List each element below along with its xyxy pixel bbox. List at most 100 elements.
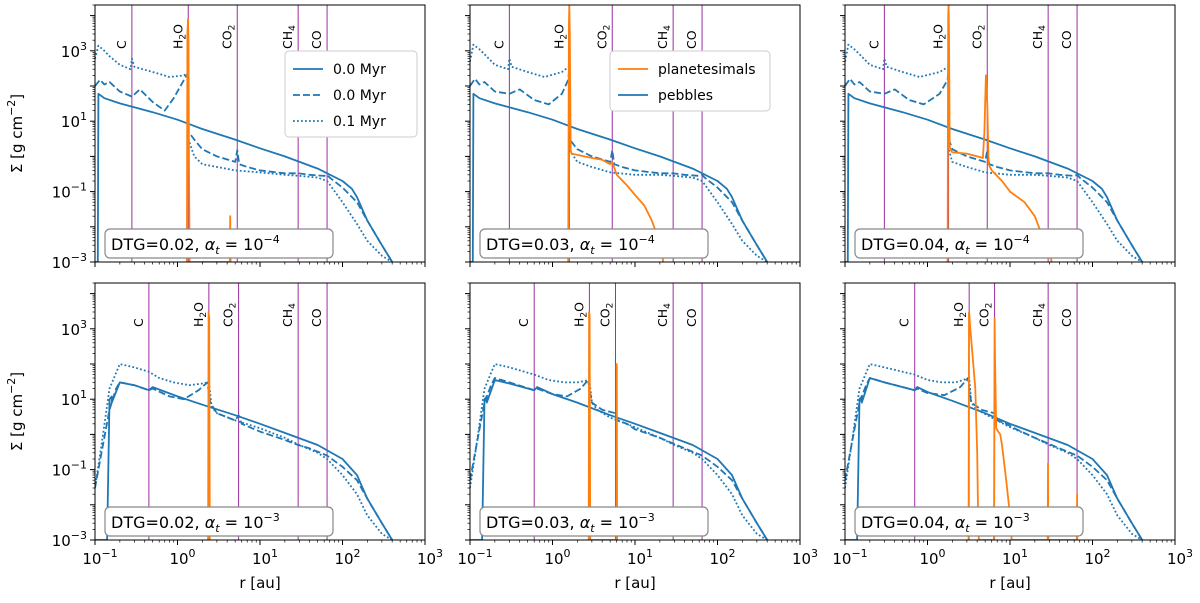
- plot-area: [470, 283, 768, 540]
- iceline-label-part: H: [951, 318, 966, 327]
- legend-frame: [284, 50, 418, 138]
- y-tick-label: 10−3: [52, 529, 87, 550]
- annotation-alpha: α: [955, 235, 966, 254]
- x-axis-label: r [au]: [614, 574, 655, 592]
- x-tick-label: 102: [709, 547, 735, 568]
- y-tick-label: 101: [61, 110, 87, 131]
- iceline-label-part: C: [1059, 40, 1074, 49]
- iceline-label-part: C: [897, 318, 912, 327]
- plot-background: [845, 283, 1175, 540]
- x-tick-label: 10−1: [82, 547, 117, 568]
- annotation-box: DTG=0.02, αt = 10−3: [104, 506, 334, 537]
- y-tick-base: 10: [52, 532, 71, 550]
- y-axis-label-base: Σ [g cm: [8, 116, 26, 173]
- x-tick-base: 10: [1167, 550, 1186, 568]
- x-tick-base: 10: [457, 550, 476, 568]
- iceline-label-part: C: [131, 318, 146, 327]
- x-tick-label: 101: [627, 547, 653, 568]
- y-axis-label-exponent: −2: [5, 378, 18, 394]
- iceline-label-subscript: 2: [605, 303, 615, 309]
- annotation-prefix: DTG=0.04,: [861, 513, 955, 532]
- y-tick-label: 103: [61, 40, 87, 61]
- x-tick-base: 10: [792, 550, 811, 568]
- y-tick-exponent: −1: [71, 459, 87, 472]
- iceline-label-subscript: 2: [559, 34, 569, 40]
- iceline-label-part: H: [655, 31, 670, 40]
- annotation-subscript: t: [215, 244, 220, 257]
- iceline-label-subscript: 2: [602, 25, 612, 31]
- pebbles-line-dashed: [470, 68, 768, 262]
- x-tick-base: 10: [544, 550, 563, 568]
- x-tick-exponent: 2: [1104, 547, 1111, 560]
- iceline-label-co: CO: [1059, 30, 1074, 49]
- annotation-prefix: DTG=0.02,: [111, 235, 205, 254]
- iceline-label-h2o: H2O: [571, 302, 589, 327]
- iceline-label-part: C: [977, 318, 992, 327]
- x-tick-exponent: 0: [939, 547, 946, 560]
- y-tick-base: 10: [52, 254, 71, 272]
- planetesimals-line: [587, 311, 618, 540]
- annotation-subscript: t: [215, 522, 220, 535]
- pebbles-line-dashed: [95, 71, 393, 262]
- iceline-label-subscript: 2: [229, 303, 239, 309]
- y-tick-base: 10: [61, 113, 80, 131]
- x-tick-exponent: 0: [564, 547, 571, 560]
- iceline-label-c: C: [491, 40, 506, 49]
- x-tick-base: 10: [252, 550, 271, 568]
- iceline-label-co: CO: [309, 30, 324, 49]
- iceline-label-subscript: 2: [939, 34, 949, 40]
- plot-area: [95, 5, 393, 262]
- iceline-label-part: C: [655, 40, 670, 49]
- x-tick-exponent: −1: [851, 547, 867, 560]
- iceline-label-part: O: [597, 308, 612, 318]
- iceline-label-co: CO: [1059, 308, 1074, 327]
- iceline-label-part: C: [1030, 40, 1045, 49]
- x-tick-exponent: 3: [436, 547, 443, 560]
- pebbles-line-dotted: [95, 363, 393, 540]
- x-tick-base: 10: [919, 550, 938, 568]
- pebbles-line-dotted: [95, 44, 393, 262]
- x-tick-label: 101: [252, 547, 278, 568]
- y-axis-label-close: ]: [8, 94, 26, 100]
- planetesimals-line: [567, 5, 665, 262]
- plot-background: [470, 5, 800, 262]
- plot-area: [95, 283, 393, 540]
- iceline-label-part: O: [221, 308, 236, 318]
- iceline-label-part: H: [191, 318, 206, 327]
- annotation-text: DTG=0.02, αt = 10−3: [111, 511, 280, 535]
- annotation-prefix: DTG=0.04,: [861, 235, 955, 254]
- x-axis-label: r [au]: [989, 574, 1030, 592]
- iceline-label-part: C: [1059, 318, 1074, 327]
- iceline-label-part: O: [594, 30, 609, 40]
- annotation-frame: [104, 506, 334, 537]
- x-tick-exponent: 1: [271, 547, 278, 560]
- annotation-box: DTG=0.04, αt = 10−3: [854, 506, 1084, 537]
- annotation-frame: [854, 228, 1084, 259]
- iceline-label-co: CO: [309, 308, 324, 327]
- x-tick-exponent: 1: [1021, 547, 1028, 560]
- iceline-label-ch4: CH4: [655, 303, 673, 327]
- iceline-label-part: C: [309, 40, 324, 49]
- iceline-label-co2: CO2: [597, 303, 615, 327]
- legend-species: planetesimals pebbles: [609, 50, 771, 112]
- annotation-box: DTG=0.03, αt = 10−3: [479, 506, 709, 537]
- iceline-label-subscript: 4: [1038, 303, 1048, 309]
- iceline-label-co2: CO2: [221, 303, 239, 327]
- x-tick-label: 10−1: [832, 547, 867, 568]
- iceline-label-part: C: [655, 318, 670, 327]
- annotation-frame: [479, 506, 709, 537]
- pebbles-line-solid: [95, 92, 393, 262]
- x-tick-exponent: 3: [1186, 547, 1193, 560]
- iceline-label-subscript: 4: [1038, 25, 1048, 31]
- annotation-exponent: −4: [1014, 233, 1030, 246]
- annotation-frame: [479, 228, 709, 259]
- plot-background: [845, 5, 1175, 262]
- annotation-exponent: −3: [1014, 511, 1030, 524]
- iceline-label-part: H: [1030, 31, 1045, 40]
- annotation-subscript: t: [590, 522, 595, 535]
- x-tick-base: 10: [82, 550, 101, 568]
- annotation-alpha: α: [580, 235, 591, 254]
- iceline-label-subscript: 2: [985, 303, 995, 309]
